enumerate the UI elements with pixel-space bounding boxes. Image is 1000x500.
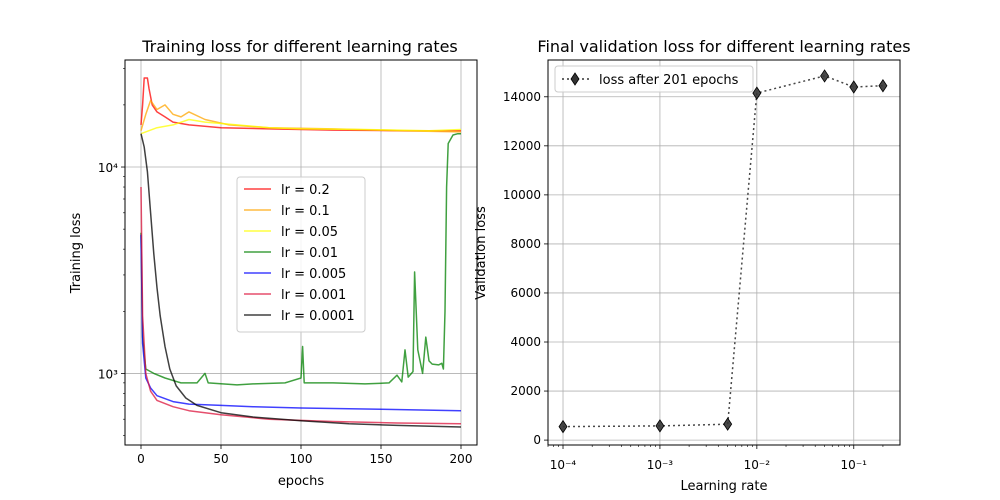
series-line-lr-0-05 — [140, 118, 462, 135]
legend-swatch-marker — [570, 72, 580, 86]
left-chart-title: Training loss for different learning rat… — [141, 37, 458, 56]
data-point-marker — [655, 419, 665, 433]
legend-label-lr-0-0001: lr = 0.0001 — [281, 309, 355, 324]
left-x-tick-label: 150 — [370, 452, 393, 466]
data-point-marker — [723, 417, 733, 431]
legend-label-lr-0-2: lr = 0.2 — [281, 183, 330, 198]
left-series-lines — [140, 77, 462, 428]
right-x-tick-label: 10⁻² — [744, 458, 771, 472]
data-point-marker — [878, 79, 888, 93]
training-loss-chart: Training loss for different learning rat… — [69, 37, 478, 489]
validation-loss-chart: Final validation loss for different lear… — [474, 37, 911, 494]
data-point-marker — [820, 69, 830, 83]
left-x-tick-label: 100 — [290, 452, 313, 466]
right-y-tick-label: 6000 — [510, 286, 541, 300]
left-tick-labels: 0 50 100 150 200 10³ 10⁴ — [98, 68, 473, 466]
right-x-axis-label: Learning rate — [681, 479, 768, 494]
left-x-tick-label: 200 — [450, 452, 473, 466]
right-y-tick-label: 0 — [533, 433, 541, 447]
legend-label-lr-0-01: lr = 0.01 — [281, 246, 338, 261]
left-y-axis-label: Training loss — [69, 213, 84, 295]
right-legend-box — [554, 65, 754, 93]
legend-label-lr-0-05: lr = 0.05 — [281, 225, 338, 240]
right-y-tick-label: 8000 — [510, 237, 541, 251]
legend-label-lr-0-005: lr = 0.005 — [281, 267, 346, 282]
left-x-tick-label: 50 — [213, 452, 228, 466]
legend-label-lr-0-1: lr = 0.1 — [281, 204, 330, 219]
left-y-tick-label: 10⁴ — [98, 161, 118, 175]
right-grid — [548, 60, 900, 445]
left-legend: lr = 0.2 lr = 0.1 lr = 0.05 lr = 0.01 lr = 0… — [236, 176, 366, 333]
right-legend: loss after 201 epochs — [554, 65, 754, 93]
right-y-tick-label: 12000 — [503, 139, 541, 153]
right-x-tick-label: 10⁻¹ — [841, 458, 868, 472]
right-series-lines — [558, 69, 888, 434]
right-y-tick-label: 10000 — [503, 188, 541, 202]
series-line-lr-0-0001 — [140, 133, 462, 428]
legend-label-lr-0-001: lr = 0.001 — [281, 288, 346, 303]
right-y-axis-label: Validation loss — [474, 206, 489, 300]
left-x-tick-label: 0 — [137, 452, 145, 466]
right-y-tick-label: 4000 — [510, 335, 541, 349]
right-x-tick-label: 10⁻⁴ — [550, 458, 577, 472]
left-y-tick-label: 10³ — [98, 367, 118, 381]
data-point-marker — [752, 86, 762, 100]
right-y-tick-label: 2000 — [510, 384, 541, 398]
series-line-lr-0-01 — [140, 132, 461, 386]
right-chart-title: Final validation loss for different lear… — [537, 37, 910, 56]
legend-label-loss-after-201-epochs: loss after 201 epochs — [599, 73, 739, 88]
right-plot-frame — [547, 59, 901, 446]
left-x-axis-label: epochs — [278, 474, 325, 489]
right-x-tick-label: 10⁻³ — [647, 458, 674, 472]
data-point-marker — [849, 80, 859, 94]
right-tick-labels: 10⁻⁴ 10⁻³ 10⁻² 10⁻¹ 0 2000 4000 6000 8000 10000 12… — [503, 90, 884, 472]
series-line-lr-0-001 — [140, 186, 462, 425]
data-point-marker — [558, 419, 568, 434]
right-y-tick-label: 14000 — [503, 90, 541, 104]
